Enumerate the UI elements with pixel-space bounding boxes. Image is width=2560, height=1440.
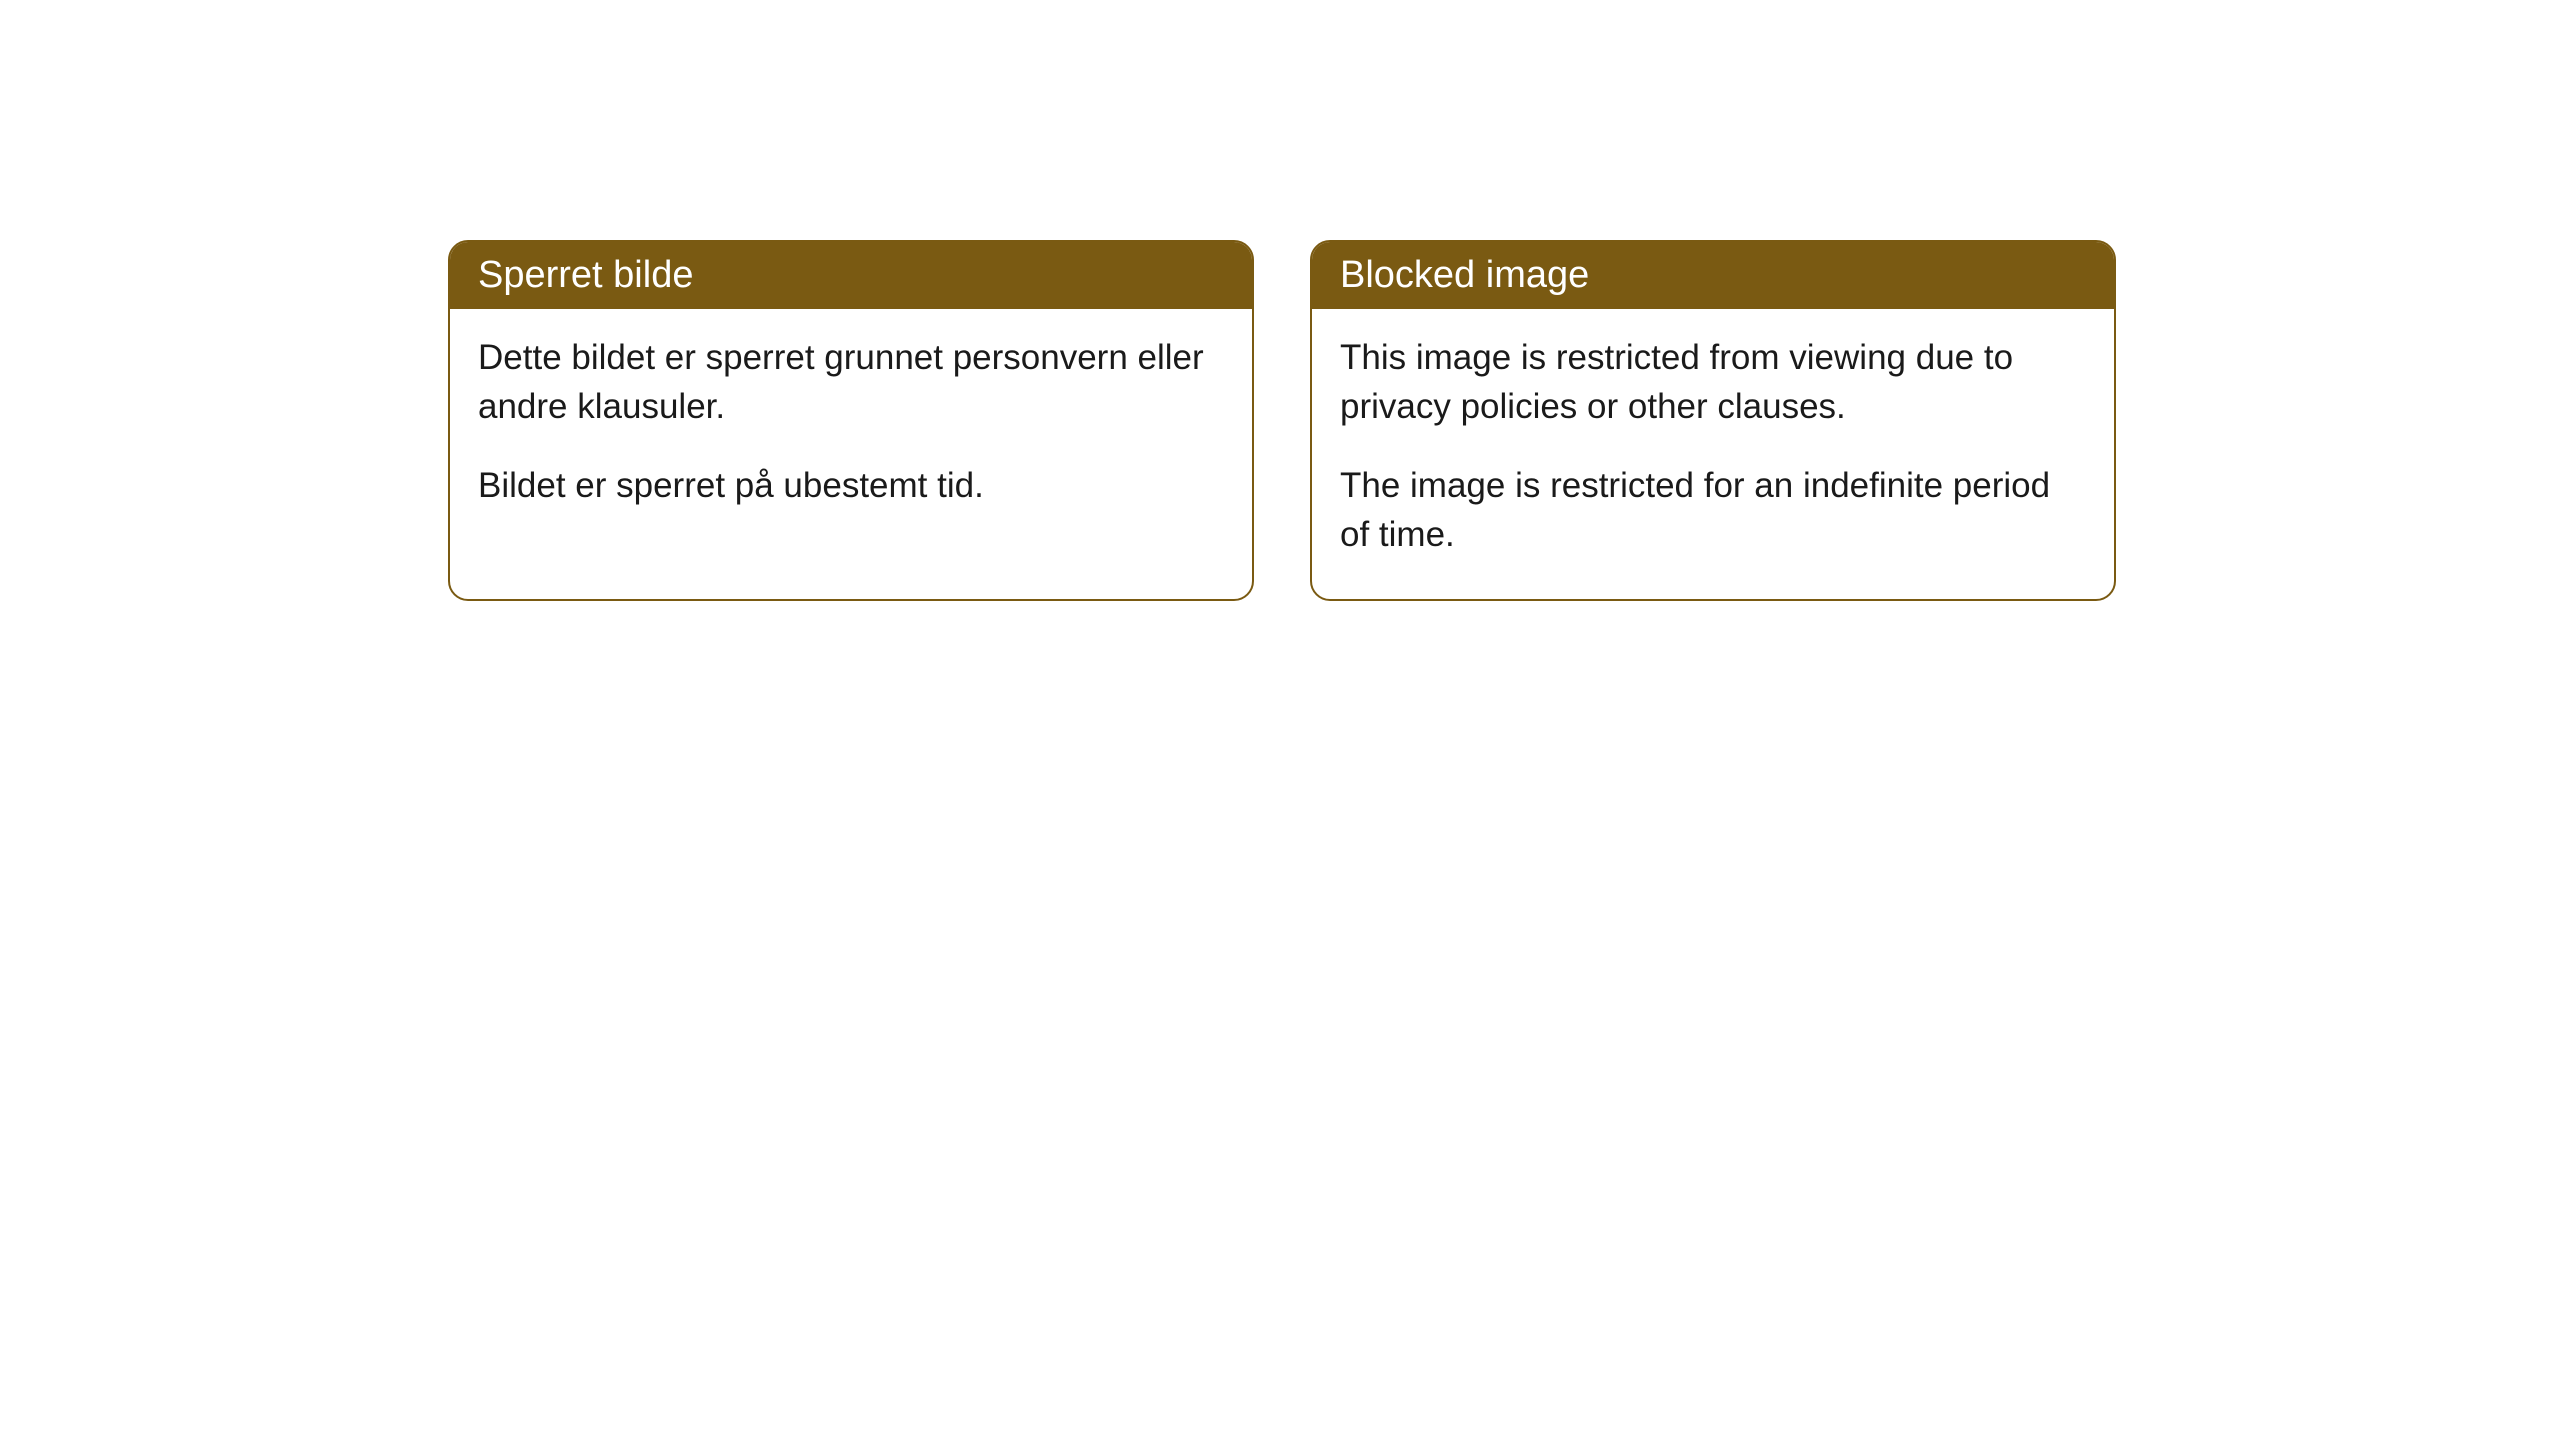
notice-card-norwegian: Sperret bilde Dette bildet er sperret gr… xyxy=(448,240,1254,601)
card-paragraph: This image is restricted from viewing du… xyxy=(1340,333,2086,431)
card-header: Blocked image xyxy=(1312,242,2114,309)
card-title: Blocked image xyxy=(1340,254,1589,296)
card-body: Dette bildet er sperret grunnet personve… xyxy=(450,309,1252,550)
card-paragraph: Bildet er sperret på ubestemt tid. xyxy=(478,461,1224,510)
card-body: This image is restricted from viewing du… xyxy=(1312,309,2114,599)
card-paragraph: The image is restricted for an indefinit… xyxy=(1340,461,2086,559)
card-paragraph: Dette bildet er sperret grunnet personve… xyxy=(478,333,1224,431)
card-title: Sperret bilde xyxy=(478,254,693,296)
card-header: Sperret bilde xyxy=(450,242,1252,309)
notice-card-english: Blocked image This image is restricted f… xyxy=(1310,240,2116,601)
notice-cards-container: Sperret bilde Dette bildet er sperret gr… xyxy=(0,0,2560,601)
